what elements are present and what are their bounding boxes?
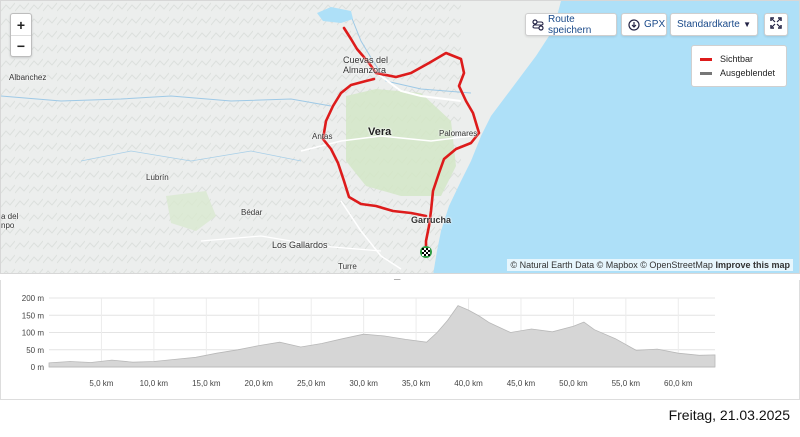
- fullscreen-button[interactable]: [764, 13, 788, 36]
- place-antas: Antas: [312, 132, 333, 141]
- y-tick-label: 100 m: [22, 329, 45, 338]
- road-3: [340, 200, 402, 270]
- green-area: [346, 89, 456, 196]
- legend-hidden[interactable]: Ausgeblendet: [700, 66, 778, 80]
- legend-visible[interactable]: Sichtbar: [700, 52, 778, 66]
- river: [1, 95, 332, 107]
- place-edge-2: npo: [1, 221, 15, 230]
- legend-hidden-label: Ausgeblendet: [720, 68, 776, 78]
- elevation-area: [48, 305, 716, 368]
- green-area-west: [166, 191, 216, 231]
- map-canvas: [1, 1, 799, 273]
- x-tick-label: 15,0 km: [192, 379, 221, 388]
- place-bedar: Bédar: [241, 208, 263, 217]
- place-albanchez: Albanchez: [9, 73, 47, 82]
- legend-visible-label: Sichtbar: [720, 54, 754, 64]
- improve-map-link[interactable]: Improve this map: [715, 260, 790, 270]
- place-los-gallardos: Los Gallardos: [272, 240, 328, 250]
- x-tick-label: 30,0 km: [349, 379, 378, 388]
- place-cuevas: Cuevas del: [343, 55, 389, 65]
- reservoir: [317, 7, 353, 23]
- place-lubrin: Lubrín: [146, 173, 169, 182]
- elevation-chart: 200 m 150 m 100 m 50 m 0 m 5,0 km 10,0 km 15,0 …: [22, 294, 716, 388]
- x-tick-label: 5,0 km: [89, 379, 113, 388]
- x-tick-label: 20,0 km: [245, 379, 274, 388]
- x-tick-label: 45,0 km: [507, 379, 536, 388]
- place-almanzora: Almanzora: [343, 65, 387, 75]
- route-icon: [532, 18, 544, 31]
- gpx-label: GPX: [644, 19, 666, 30]
- y-tick-label: 50 m: [26, 346, 44, 355]
- y-tick-label: 0 m: [31, 363, 45, 372]
- zoom-out-button[interactable]: −: [11, 35, 31, 56]
- map-attribution: © Natural Earth Data © Mapbox © OpenStre…: [507, 259, 793, 271]
- gpx-button[interactable]: GPX: [621, 13, 667, 36]
- x-tick-label: 40,0 km: [454, 379, 483, 388]
- map-style-select[interactable]: Standardkarte ▼: [670, 13, 758, 36]
- river-3: [80, 150, 302, 162]
- finish-flag-icon: [420, 246, 432, 258]
- save-route-button[interactable]: Route speichern: [525, 13, 617, 36]
- download-icon: [628, 18, 640, 31]
- x-tick-label: 10,0 km: [140, 379, 169, 388]
- y-tick-label: 200 m: [22, 294, 45, 303]
- x-tick-label: 35,0 km: [402, 379, 431, 388]
- place-palomares: Palomares: [439, 129, 478, 138]
- place-turre: Turre: [338, 262, 357, 271]
- x-tick-label: 25,0 km: [297, 379, 326, 388]
- elevation-profile[interactable]: 200 m 150 m 100 m 50 m 0 m 5,0 km 10,0 km 15,0 …: [0, 280, 800, 400]
- date-caption: Freitag, 21.03.2025: [668, 407, 790, 423]
- y-tick-label: 150 m: [22, 311, 45, 320]
- road-4: [200, 235, 382, 252]
- route-map[interactable]: Albanchez Cuevas del Almanzora Vera Palo…: [0, 0, 800, 274]
- place-edge-1: a del: [1, 212, 19, 221]
- fullscreen-icon: [770, 17, 782, 32]
- route-legend: Sichtbar Ausgeblendet: [691, 45, 787, 87]
- route-line: [321, 26, 481, 253]
- caret-down-icon: ▼: [743, 20, 751, 29]
- zoom-control: + −: [10, 13, 32, 57]
- save-route-label: Route speichern: [548, 13, 592, 36]
- legend-visible-swatch: [700, 57, 712, 61]
- map-style-label: Standardkarte: [677, 19, 740, 30]
- legend-hidden-swatch: [700, 71, 712, 75]
- place-garrucha: Garrucha: [411, 215, 452, 225]
- place-vera: Vera: [368, 126, 392, 138]
- x-tick-label: 60,0 km: [664, 379, 693, 388]
- x-tick-label: 50,0 km: [559, 379, 588, 388]
- x-tick-label: 55,0 km: [612, 379, 641, 388]
- river-2: [350, 15, 472, 94]
- zoom-in-button[interactable]: +: [16, 16, 26, 33]
- attribution-text[interactable]: © Natural Earth Data © Mapbox © OpenStre…: [510, 260, 713, 270]
